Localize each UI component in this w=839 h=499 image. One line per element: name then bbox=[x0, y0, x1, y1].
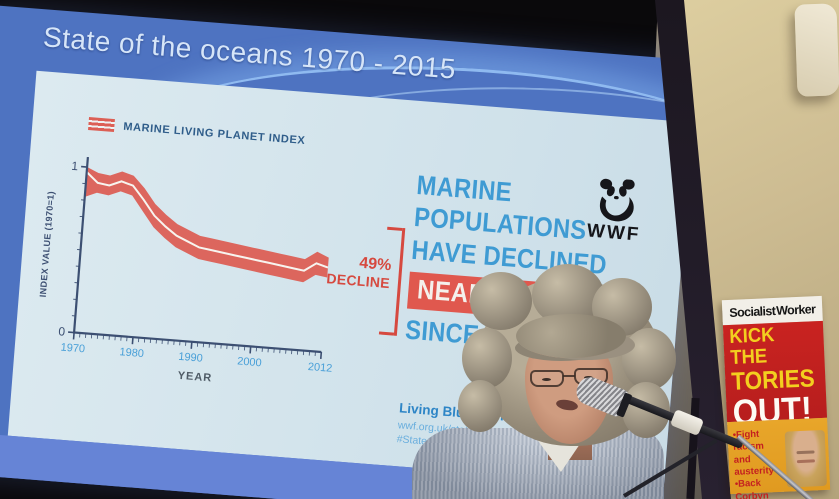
poster-headline-line: OUT! bbox=[731, 388, 813, 423]
speaker-hair-curl bbox=[462, 328, 512, 388]
chart-legend: MARINE LIVING PLANET INDEX bbox=[88, 117, 306, 147]
legend-label: MARINE LIVING PLANET INDEX bbox=[122, 120, 306, 147]
socialist-worker-poster: Socialist Worker KICK THE TORIES OUT! •F… bbox=[721, 295, 831, 499]
svg-text:2012: 2012 bbox=[307, 361, 332, 375]
svg-text:1990: 1990 bbox=[178, 351, 203, 365]
wwf-logo: WWF bbox=[573, 176, 658, 248]
legend-band-swatch-icon bbox=[88, 117, 115, 133]
speaker-hair-curl bbox=[622, 328, 676, 390]
svg-text:2000: 2000 bbox=[237, 355, 262, 369]
speaker-eye bbox=[542, 378, 551, 381]
decline-bracket: 49% DECLINE bbox=[326, 223, 406, 336]
projected-slide: State of the oceans 1970 - 2015 MARINE L… bbox=[0, 4, 810, 499]
svg-text:INDEX VALUE (1970=1): INDEX VALUE (1970=1) bbox=[38, 191, 56, 298]
speaker-hair-curl bbox=[470, 272, 532, 330]
speaker-hair-fringe bbox=[516, 314, 626, 358]
poster-lower-block: •Fight racism and austerity •Back Corbyn bbox=[727, 417, 831, 499]
svg-text:1980: 1980 bbox=[119, 346, 144, 360]
poster-headline-line: KICK THE bbox=[728, 324, 775, 369]
poster-headline-block: KICK THE TORIES OUT! bbox=[722, 320, 828, 423]
speaker bbox=[400, 264, 680, 499]
poster-masthead-text: Socialist Worker bbox=[728, 301, 816, 320]
svg-text:1: 1 bbox=[71, 159, 79, 174]
svg-text:YEAR: YEAR bbox=[177, 370, 212, 385]
svg-text:1970: 1970 bbox=[60, 342, 85, 356]
svg-text:0: 0 bbox=[58, 324, 66, 339]
glasses-bridge bbox=[563, 375, 575, 377]
wwf-panda-icon bbox=[599, 178, 635, 222]
marine-living-planet-index-chart: 1970 1980 1990 2000 2012 0 1 YEAR INDEX VALUE (1… bbox=[38, 156, 333, 385]
wall-mounted-box bbox=[794, 3, 839, 97]
slide-content-panel: MARINE LIVING PLANET INDEX 1970 1980 1990 2… bbox=[7, 70, 693, 488]
decline-callout: 49% DECLINE bbox=[326, 252, 392, 291]
speaker-hair-curl bbox=[458, 380, 502, 432]
